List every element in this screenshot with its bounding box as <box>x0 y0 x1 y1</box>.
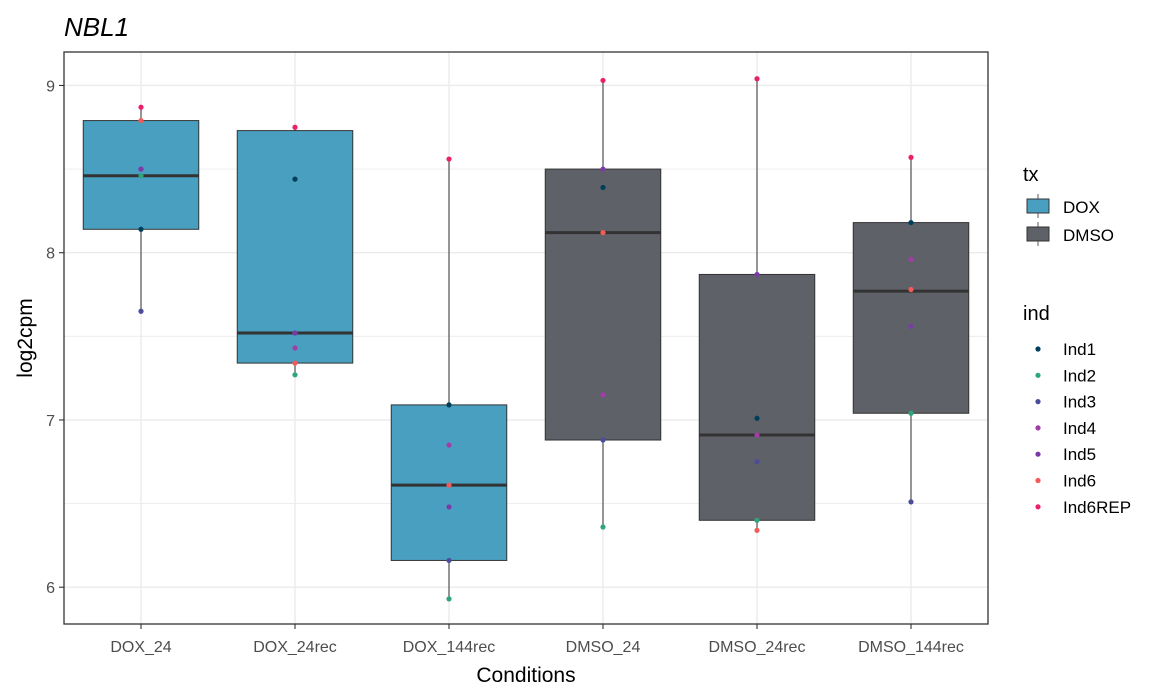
point-Ind6REP <box>292 124 298 130</box>
chart-title: NBL1 <box>64 12 129 42</box>
x-axis: DOX_24 DOX_24rec DOX_144rec DMSO_24 DMSO_24r… <box>110 624 964 656</box>
box-DMSO_24 <box>544 168 662 441</box>
x-tick-label: DMSO_24rec <box>709 639 806 656</box>
legend-ind-item: Ind6REP <box>1035 498 1131 517</box>
box-DOX_24rec <box>236 130 354 364</box>
legend-ind-item: Ind1 <box>1035 340 1096 359</box>
legend-key-point <box>1035 346 1041 352</box>
legend-key-point <box>1035 504 1041 510</box>
point-Ind4 <box>754 432 760 438</box>
legend-tx-item: DOX <box>1026 194 1100 218</box>
legend-ind-title: ind <box>1023 303 1050 325</box>
point-Ind5 <box>754 271 760 278</box>
y-tick-label: 8 <box>46 246 55 263</box>
legend-ind-item: Ind6 <box>1035 472 1096 491</box>
point-Ind5 <box>292 330 298 336</box>
y-tick-label: 7 <box>46 413 55 430</box>
point-Ind2 <box>600 524 606 530</box>
legend-key-point <box>1035 451 1041 457</box>
legend-ind-label: Ind6REP <box>1063 498 1131 517</box>
point-Ind6 <box>908 286 914 293</box>
legend-key-point <box>1035 477 1041 484</box>
legend-tx-label: DOX <box>1063 198 1100 217</box>
point-Ind1 <box>600 184 606 191</box>
point-Ind1 <box>446 402 452 408</box>
y-axis: 6 7 8 9 <box>46 78 64 597</box>
point-Ind5 <box>446 504 452 510</box>
legend-key-box <box>1026 198 1050 214</box>
point-Ind4 <box>446 442 452 448</box>
x-axis-title: Conditions <box>476 664 575 687</box>
legend-key-point <box>1035 399 1041 405</box>
legend-tx-label: DMSO <box>1063 226 1114 245</box>
point-Ind6REP <box>908 154 914 160</box>
point-Ind2 <box>908 410 914 416</box>
point-Ind6REP <box>600 77 606 84</box>
legend-ind: ind Ind1 Ind2 Ind3 Ind4 Ind5 Ind6 Ind6REP <box>1023 303 1131 517</box>
point-Ind5 <box>138 166 144 172</box>
legend-ind-label: Ind5 <box>1063 445 1096 464</box>
point-Ind1 <box>754 415 760 421</box>
x-tick-label: DOX_24 <box>110 639 171 656</box>
x-tick-label: DMSO_144rec <box>858 639 964 656</box>
legend-key-point <box>1035 425 1041 431</box>
point-Ind5 <box>600 166 606 172</box>
plot-border <box>63 51 989 625</box>
legend-ind-label: Ind4 <box>1063 419 1096 438</box>
legend-ind-label: Ind1 <box>1063 340 1096 359</box>
box-DMSO_144rec <box>852 222 970 414</box>
legend-ind-label: Ind3 <box>1063 393 1096 412</box>
point-Ind3 <box>446 557 452 564</box>
point-Ind6REP <box>446 156 452 162</box>
point-Ind2 <box>754 517 760 523</box>
point-Ind6 <box>600 230 606 236</box>
point-Ind5 <box>908 323 914 329</box>
point-Ind1 <box>292 176 298 182</box>
point-Ind4 <box>292 345 298 351</box>
x-tick-label: DOX_144rec <box>403 639 496 656</box>
y-tick-label: 6 <box>46 580 55 597</box>
boxes <box>82 120 970 561</box>
legend-key-point <box>1035 372 1041 378</box>
legend-ind-item: Ind5 <box>1035 445 1096 464</box>
point-Ind1 <box>138 226 144 232</box>
point-Ind4 <box>600 392 606 398</box>
legend-tx-item: DMSO <box>1026 222 1114 246</box>
plot-panel <box>64 52 988 624</box>
point-Ind6 <box>138 117 144 124</box>
box-DMSO_24rec <box>698 273 816 521</box>
point-Ind2 <box>138 173 144 179</box>
point-Ind2 <box>446 596 452 602</box>
point-Ind3 <box>138 308 144 314</box>
legend-ind-item: Ind2 <box>1035 366 1096 385</box>
point-Ind6 <box>292 360 298 366</box>
point-Ind1 <box>908 219 914 226</box>
points <box>138 76 914 602</box>
legend-tx-title: tx <box>1023 164 1039 186</box>
point-Ind2 <box>292 372 298 378</box>
point-Ind3 <box>600 437 606 443</box>
legend-ind-item: Ind3 <box>1035 393 1096 412</box>
point-Ind6 <box>446 482 452 488</box>
x-tick-label: DOX_24rec <box>253 639 337 656</box>
legend-ind-label: Ind6 <box>1063 472 1096 491</box>
point-Ind6 <box>754 527 760 533</box>
point-Ind3 <box>908 499 914 505</box>
point-Ind4 <box>908 256 914 262</box>
legend-ind-item: Ind4 <box>1035 419 1096 438</box>
point-Ind3 <box>754 459 760 465</box>
x-tick-label: DMSO_24 <box>566 639 641 656</box>
y-axis-title: log2cpm <box>14 298 37 377</box>
y-tick-label: 9 <box>46 78 55 95</box>
point-Ind6REP <box>138 104 144 110</box>
legend-tx: tx DOX DMSO <box>1023 164 1114 246</box>
point-Ind6REP <box>754 76 760 82</box>
legend-key-box <box>1026 226 1050 242</box>
legend-ind-label: Ind2 <box>1063 366 1096 385</box>
